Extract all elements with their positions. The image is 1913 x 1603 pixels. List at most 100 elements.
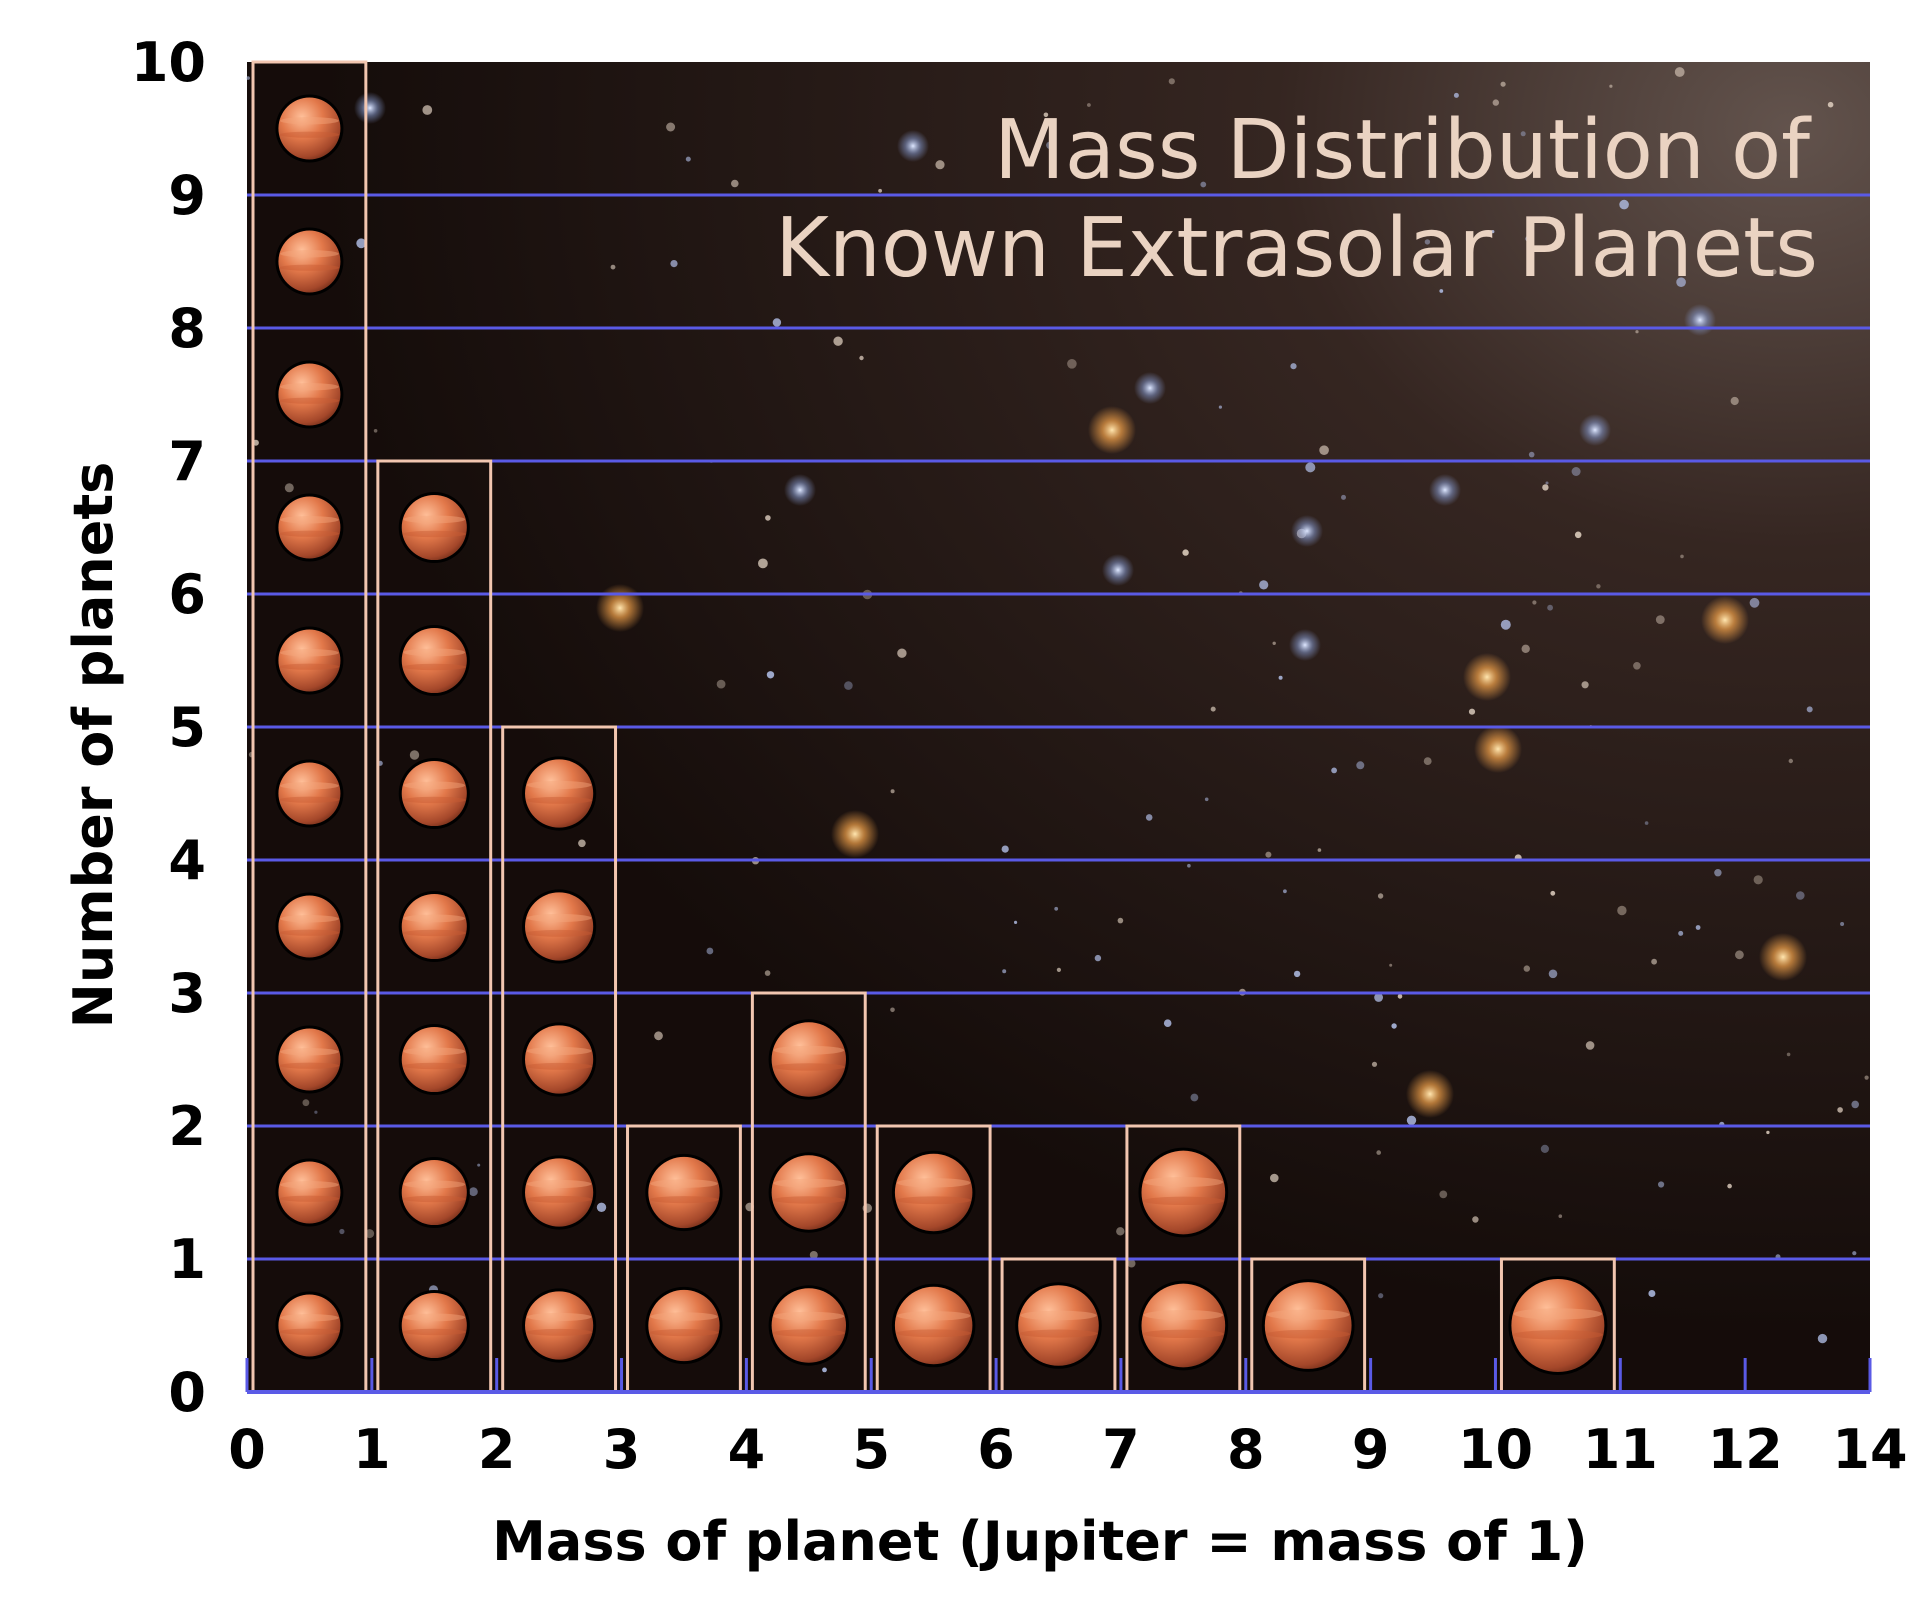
planet-body [401, 1159, 467, 1226]
star [1585, 1041, 1595, 1050]
star [731, 179, 739, 188]
star [809, 1251, 818, 1259]
bright-star [831, 810, 879, 858]
planet-band [403, 1180, 466, 1189]
star [1043, 112, 1049, 118]
y-tick-label: 2 [168, 1095, 206, 1158]
star [1806, 706, 1813, 713]
planet-band [279, 796, 340, 803]
planet-body [278, 895, 341, 958]
x-tick-label: 11 [1583, 1418, 1658, 1481]
star [1014, 920, 1018, 925]
x-tick-label: 2 [478, 1418, 516, 1481]
star [1574, 531, 1582, 539]
star [1270, 1173, 1279, 1183]
planet-band [772, 1329, 845, 1337]
star [1753, 875, 1763, 885]
planet-band [279, 264, 340, 271]
star [1001, 845, 1009, 853]
planet-band [896, 1329, 972, 1338]
planet-body [401, 1292, 467, 1359]
star [1376, 1150, 1381, 1155]
star [1374, 993, 1383, 1002]
star [1523, 965, 1531, 972]
x-tick-label: 14 [1832, 1418, 1907, 1481]
star [1658, 1181, 1665, 1188]
planet-body [894, 1153, 973, 1232]
star [764, 970, 771, 976]
planet-band [402, 530, 466, 538]
star [706, 947, 714, 955]
planet-band [403, 648, 466, 657]
star [1500, 81, 1506, 87]
planet-body [894, 1286, 973, 1365]
y-tick-label: 6 [168, 563, 206, 626]
planet-icon [1015, 1282, 1102, 1369]
planet-icon [768, 1019, 850, 1100]
star [765, 515, 771, 521]
planet-band [526, 796, 593, 804]
star [844, 681, 853, 690]
star [1851, 1100, 1859, 1109]
star [1500, 619, 1511, 630]
star [1571, 467, 1581, 476]
planet-band [649, 1196, 719, 1204]
star [1200, 181, 1207, 188]
planet-band [279, 1314, 339, 1322]
star [1278, 675, 1283, 680]
planet-band [772, 1196, 845, 1204]
bright-star [1759, 933, 1807, 981]
planet-body [648, 1156, 720, 1229]
star [1272, 641, 1276, 645]
y-axis-title: Number of planets [62, 462, 125, 1029]
star [1540, 1144, 1549, 1153]
planet-body [401, 627, 467, 694]
star [1678, 930, 1684, 936]
star [1182, 549, 1189, 556]
star [859, 355, 864, 361]
planet-band [896, 1178, 971, 1188]
planet-icon [522, 1155, 597, 1230]
star [1864, 1075, 1869, 1080]
y-tick-label: 1 [168, 1228, 206, 1291]
star [878, 188, 882, 193]
star [1371, 1061, 1378, 1067]
planet-band [279, 929, 340, 936]
planet-icon [275, 892, 344, 961]
star [1644, 821, 1649, 825]
x-tick-label: 0 [228, 1418, 266, 1481]
planet-band [402, 1062, 466, 1070]
planet-body [401, 494, 467, 561]
planet-band [279, 530, 340, 537]
star [1730, 396, 1739, 406]
planet-band [773, 1311, 845, 1321]
star [578, 839, 586, 848]
star [1468, 708, 1476, 715]
star [365, 1229, 375, 1239]
planet-band [279, 1062, 340, 1069]
star [477, 1163, 481, 1167]
bright-star [1134, 372, 1166, 404]
star [1633, 662, 1641, 670]
star [1735, 950, 1744, 960]
planet-body [1018, 1285, 1099, 1366]
planet-icon [275, 360, 344, 429]
planet-band [1020, 1310, 1097, 1321]
planet-band [1513, 1308, 1603, 1320]
planet-band [403, 1047, 466, 1056]
star [1766, 1130, 1770, 1135]
star [1749, 597, 1760, 608]
star [1218, 405, 1222, 409]
star [1635, 330, 1639, 334]
star [654, 1031, 663, 1041]
x-tick-label: 9 [1352, 1418, 1390, 1481]
x-axis: 0 1 2 3 4 5 6 7 8 9 10 11 12 14 [228, 1358, 1908, 1481]
planet-body [525, 892, 594, 961]
star [1397, 994, 1403, 999]
star [1356, 761, 1365, 770]
planet-icon [275, 1291, 344, 1360]
planet-band [279, 131, 340, 138]
star [1046, 141, 1054, 149]
bright-star [1289, 629, 1321, 661]
planet-body [278, 1161, 341, 1224]
